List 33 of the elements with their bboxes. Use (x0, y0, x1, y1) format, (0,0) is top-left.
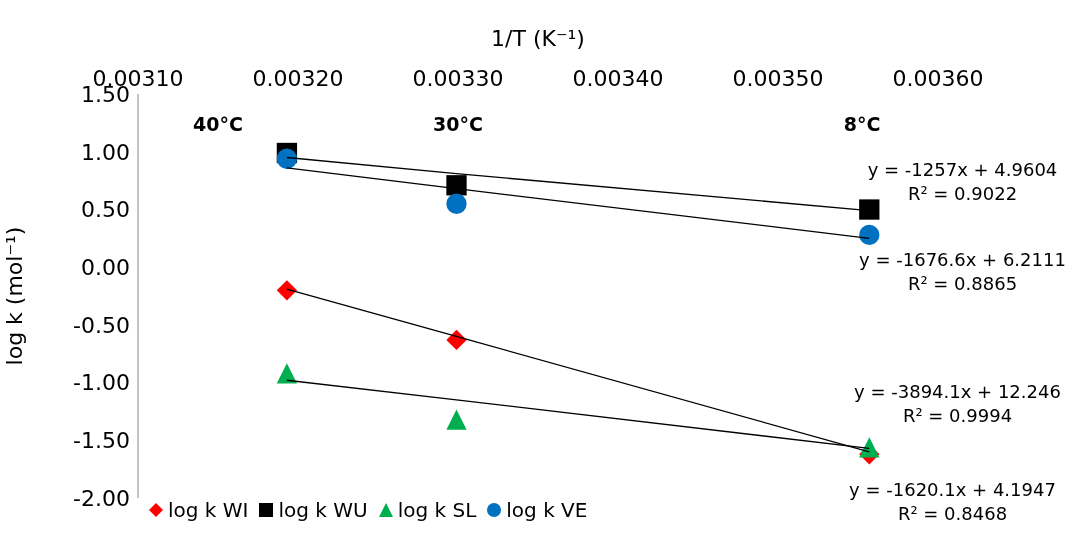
x-tick-label: 0.00330 (412, 66, 504, 91)
annotation: 40°C (192, 112, 244, 136)
point (276, 148, 298, 169)
y-tick-label: 0.50 (81, 197, 130, 223)
point (859, 199, 880, 220)
annotation: y = -1620.1x + 4.1947 R² = 0.8468 (848, 478, 1057, 526)
point (276, 363, 298, 384)
x-axis-title: 1/T (K⁻¹) (491, 25, 585, 51)
legend-label: log k WI (168, 498, 249, 522)
legend-label: log k WU (278, 498, 368, 522)
y-tick-label: 1.00 (81, 139, 130, 165)
legend-label: log k VE (506, 498, 588, 522)
x-tick-label: 0.00320 (252, 66, 344, 91)
y-tick-label: 0.00 (81, 254, 130, 280)
y-axis-title: log k (mol⁻¹) (1, 226, 27, 366)
y-tick-label: -1.50 (73, 428, 130, 454)
x-tick-label: 0.00350 (732, 66, 824, 91)
point (276, 280, 298, 301)
annotation: 8°C (842, 112, 882, 136)
point (859, 224, 880, 246)
point (446, 193, 467, 214)
annotation: y = -1257x + 4.9604 R² = 0.9022 (866, 158, 1059, 206)
y-tick-label: -0.50 (73, 312, 130, 338)
x-tick-label: 0.00360 (892, 66, 984, 91)
point (446, 175, 467, 196)
y-tick-label: -1.00 (73, 370, 130, 396)
y-tick-label: -2.00 (73, 485, 130, 511)
annotation: 30°C (432, 112, 484, 136)
annotation: y = -1676.6x + 6.2111 R² = 0.8865 (858, 248, 1067, 296)
x-tick-label: 0.00340 (572, 66, 664, 91)
legend-label: log k SL (397, 498, 477, 522)
point (446, 409, 467, 430)
annotation: y = -3894.1x + 12.246 R² = 0.9994 (853, 380, 1062, 428)
